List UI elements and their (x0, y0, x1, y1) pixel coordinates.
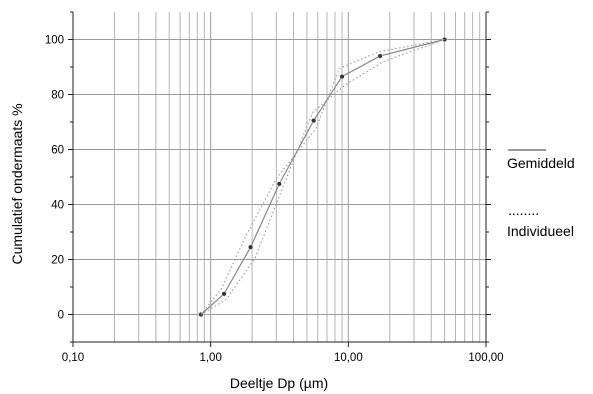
legend: Gemiddeld ........ Individueel (507, 149, 575, 239)
data-point-marker (339, 74, 345, 80)
series-line-individueel-1 (200, 38, 445, 315)
data-point-marker (377, 53, 383, 59)
x-tick-label: 0,10 (62, 352, 84, 364)
x-tick-label: 10,00 (334, 352, 363, 364)
axes (68, 11, 491, 347)
data-point-marker (311, 118, 317, 124)
series (198, 36, 448, 318)
y-tick-label: 20 (51, 255, 64, 267)
x-tick-label: 100,00 (468, 352, 503, 364)
data-point-marker (221, 291, 227, 297)
legend-label-gemiddeld: Gemiddeld (507, 155, 575, 171)
legend-dotted-symbol: ........ (508, 202, 539, 218)
y-tick-label: 100 (45, 35, 64, 47)
x-axis-title: Deeltje Dp (µm) (230, 375, 328, 391)
data-point-marker (198, 311, 204, 318)
series-line-individueel-2 (200, 38, 445, 315)
legend-label-individueel: Individueel (507, 223, 574, 239)
data-point-marker (247, 244, 254, 250)
tick-labels: 0 20 40 60 80 100 0,10 1,00 10,00 100,00 (45, 35, 504, 365)
grid (72, 12, 486, 342)
y-tick-label: 40 (51, 200, 64, 212)
x-tick-label: 1,00 (199, 352, 221, 364)
y-axis-title: Cumulatief ondermaats % (9, 103, 25, 264)
y-tick-label: 80 (51, 90, 64, 102)
series-line-gemiddeld (200, 38, 445, 315)
y-tick-label: 0 (58, 310, 64, 322)
y-tick-label: 60 (51, 145, 64, 157)
data-point-marker (276, 181, 282, 187)
